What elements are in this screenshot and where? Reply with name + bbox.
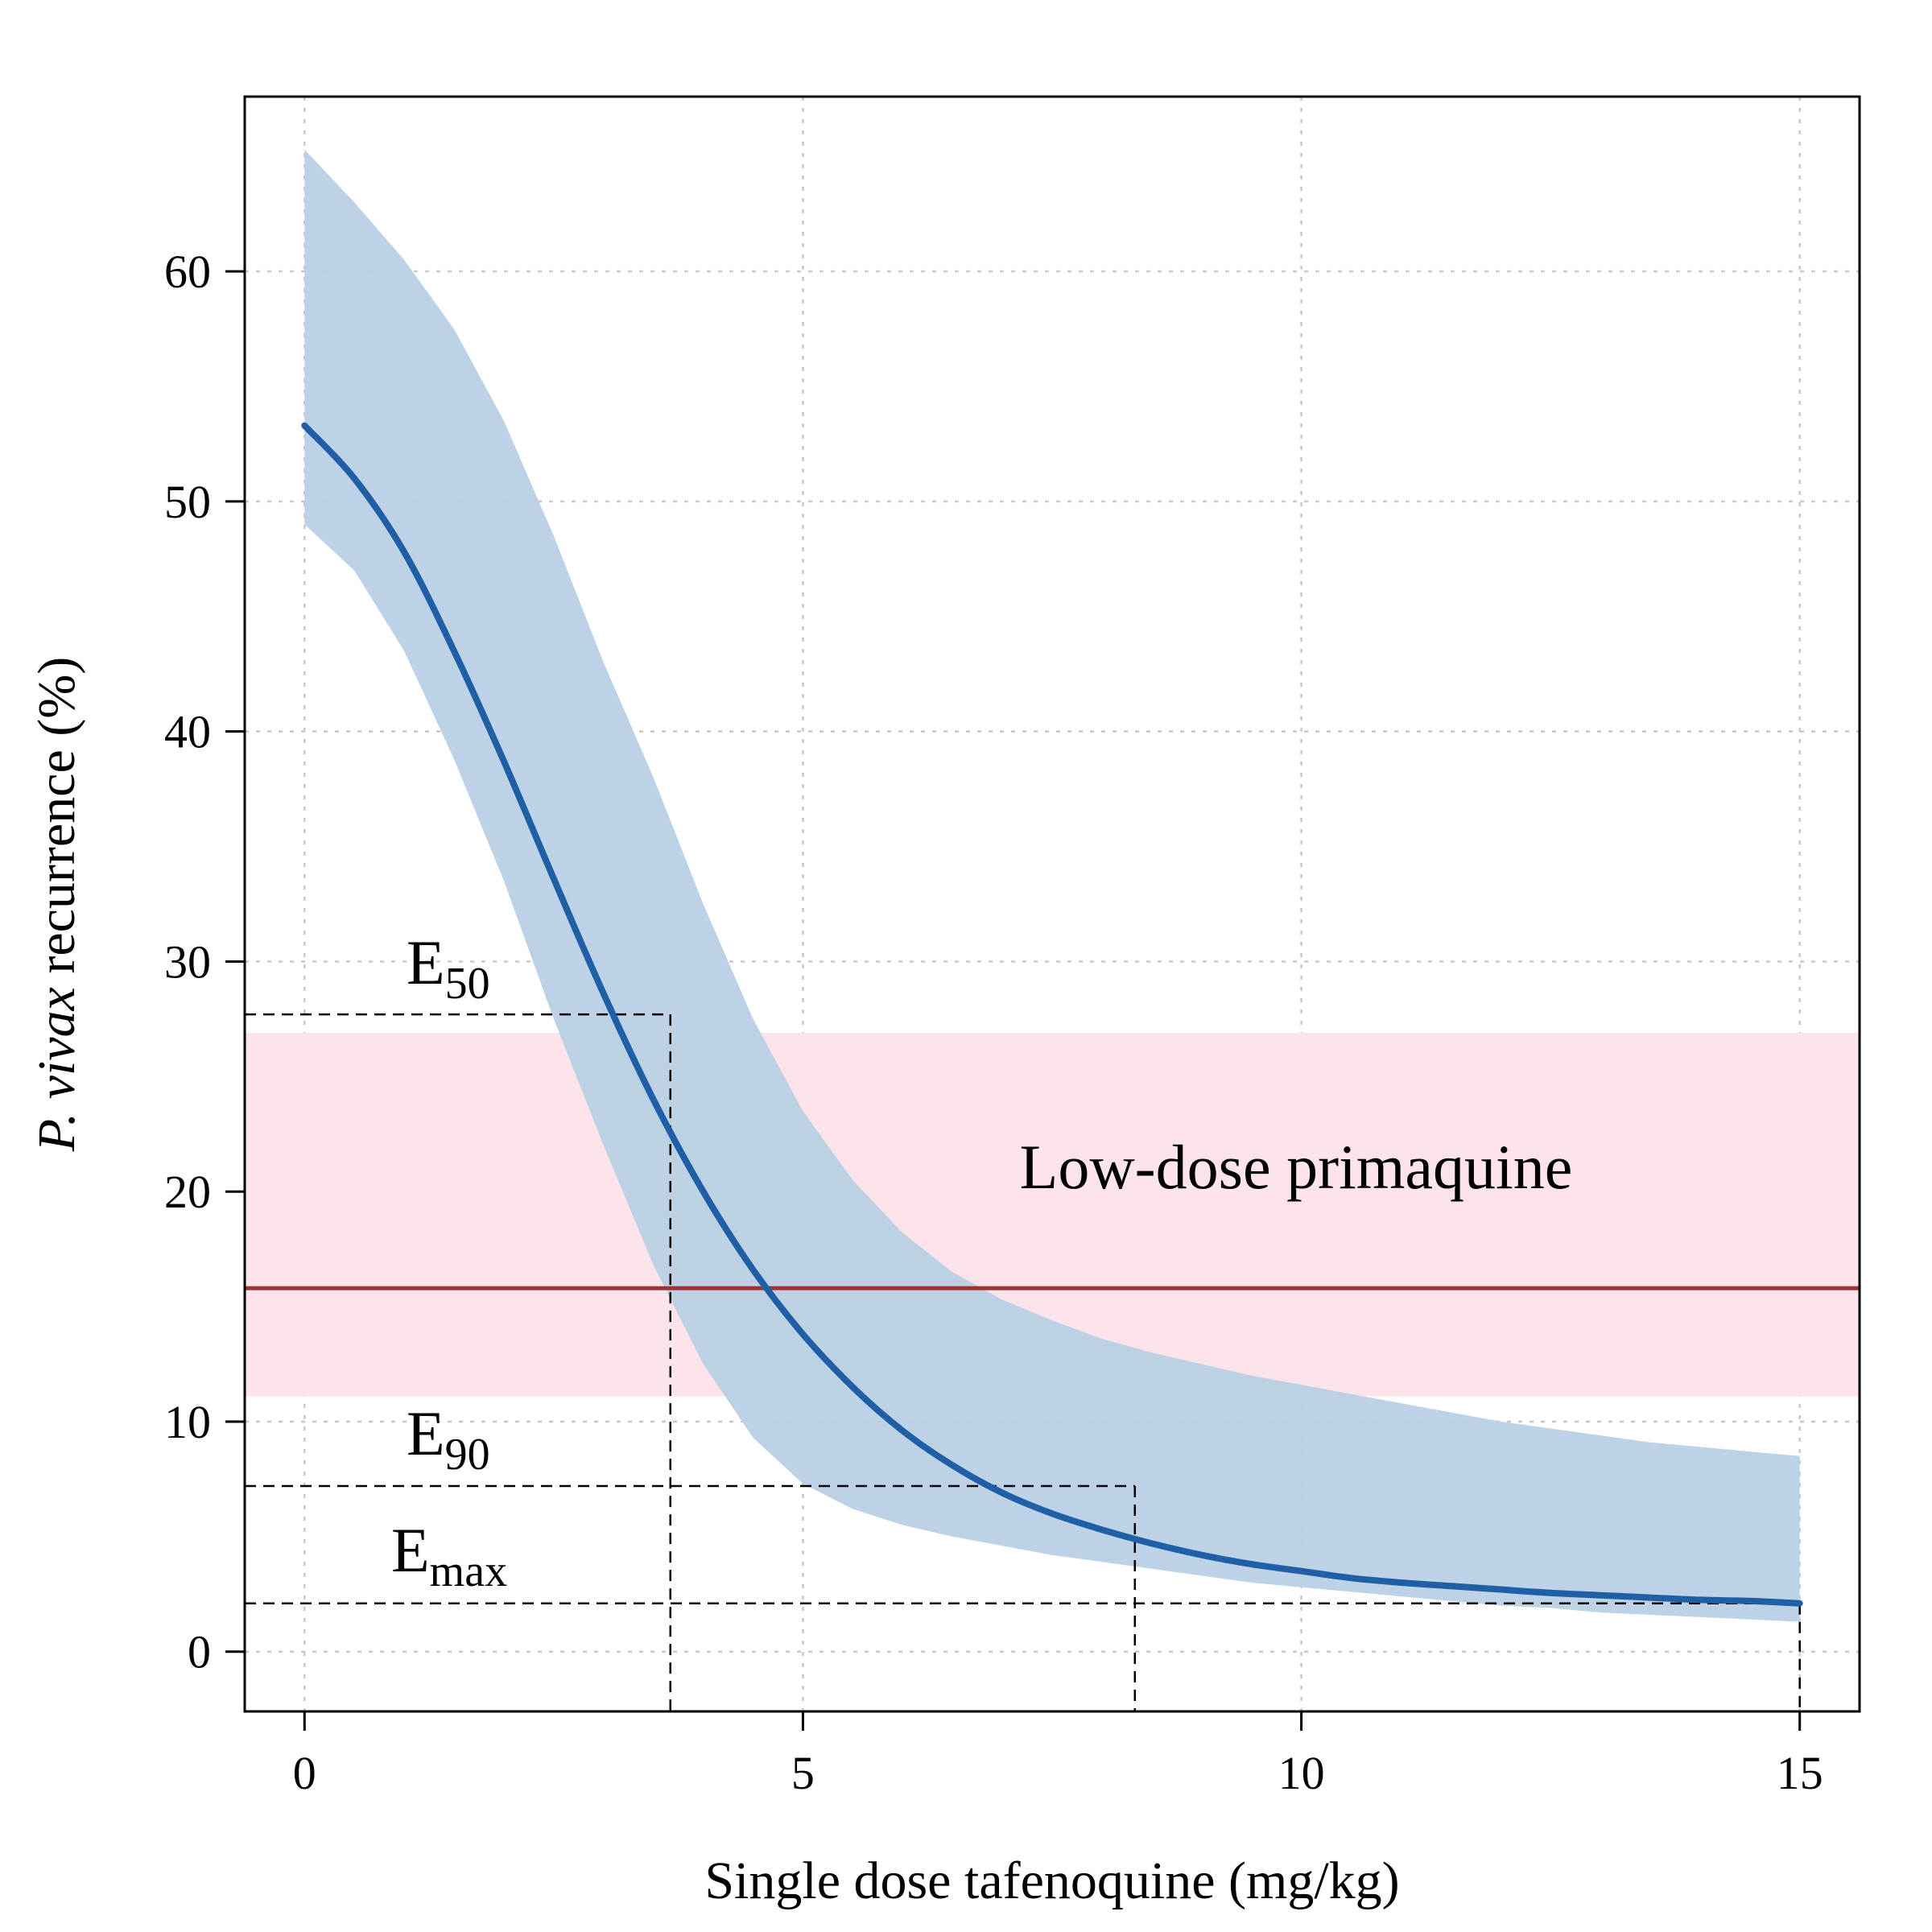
dose-response-curve bbox=[301, 422, 1803, 1607]
y-axis-title: P. vivax recurrence (%) bbox=[27, 657, 86, 1152]
threshold-label-sub: max bbox=[430, 1546, 507, 1596]
threshold-label: E90 bbox=[407, 1398, 490, 1480]
y-tick-label: 10 bbox=[164, 1396, 211, 1448]
threshold-label: Emax bbox=[391, 1515, 507, 1596]
y-tick-label: 30 bbox=[164, 935, 211, 988]
plot-frame bbox=[243, 95, 1861, 1713]
uncertainty-band-area bbox=[304, 149, 1800, 1622]
threshold-label-main: E bbox=[407, 1398, 445, 1468]
x-tick-label: 5 bbox=[791, 1747, 815, 1799]
y-tick-label: 40 bbox=[164, 706, 211, 758]
y-axis-title-rest: recurrence (%) bbox=[27, 657, 86, 987]
y-tick-label: 60 bbox=[164, 246, 211, 298]
curve-line bbox=[301, 422, 1803, 1607]
x-axis-title: Single dose tafenoquine (mg/kg) bbox=[704, 1852, 1399, 1910]
y-tick-label: 50 bbox=[164, 476, 211, 528]
threshold-label-sub: 50 bbox=[445, 959, 490, 1009]
threshold-label-sub: 90 bbox=[445, 1430, 490, 1480]
uncertainty-band bbox=[304, 149, 1800, 1622]
y-tick-label: 20 bbox=[164, 1166, 211, 1218]
reference-label: Low-dose primaquine bbox=[1020, 1132, 1573, 1202]
x-tick-label: 0 bbox=[293, 1747, 316, 1799]
threshold-label-main: E bbox=[407, 927, 445, 997]
x-tick-label: 15 bbox=[1777, 1747, 1823, 1799]
axis-ticks: 0 5 10 15 0 10 20 30 40 50 60 bbox=[164, 246, 1823, 1799]
y-tick-label: 0 bbox=[188, 1626, 211, 1678]
threshold-label-main: E bbox=[391, 1515, 430, 1585]
x-tick-label: 10 bbox=[1278, 1747, 1325, 1799]
y-axis-title-italic: P. vivax bbox=[27, 987, 86, 1152]
threshold-label: E50 bbox=[407, 927, 490, 1009]
